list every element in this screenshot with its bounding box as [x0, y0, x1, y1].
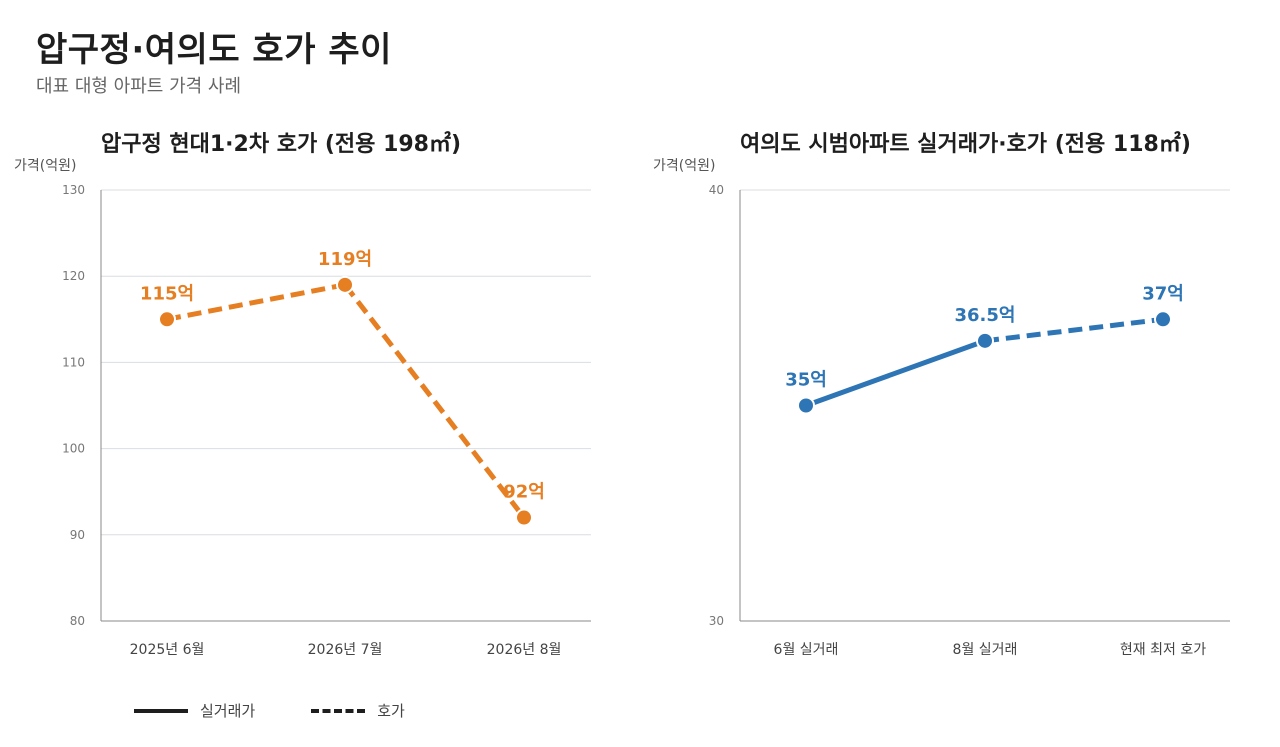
yeouido-y-tick-label: 40 [709, 183, 724, 197]
apgujeong-y-tick-label: 120 [62, 269, 85, 283]
page-subtitle: 대표 대형 아파트 가격 사례 [36, 76, 242, 97]
apgujeong-x-tick-label: 2026년 8월 [487, 642, 562, 658]
yeouido-series-segment [984, 316, 1164, 344]
legend: 실거래가 호가 [134, 700, 461, 721]
legend-item-actual: 실거래가 [134, 700, 255, 721]
page-title: 압구정·여의도 호가 추이 [36, 30, 392, 70]
legend-label-actual: 실거래가 [200, 702, 256, 720]
yeouido-data-point [797, 396, 815, 415]
apgujeong-data-point [336, 275, 354, 294]
legend-item-asking: 호가 [311, 700, 405, 721]
yeouido-data-point [976, 331, 994, 350]
yeouido-x-tick-label: 6월 실거래 [774, 642, 839, 658]
apgujeong-y-tick-label: 130 [62, 183, 85, 197]
apgujeong-data-point [515, 508, 533, 527]
chart-title-yeouido: 여의도 시범아파트 실거래가·호가 (전용 118㎡) [740, 132, 1191, 157]
apgujeong-data-label: 115억 [140, 283, 194, 304]
chart-title-apgujeong: 압구정 현대1·2차 호가 (전용 198㎡) [101, 132, 462, 157]
legend-dashed-line-icon [311, 708, 366, 713]
apgujeong-x-tick-label: 2026년 7월 [308, 642, 383, 658]
yeouido-series-segment [805, 338, 986, 408]
apgujeong-series-segment [343, 283, 526, 520]
apgujeong-x-tick-label: 2025년 6월 [130, 642, 205, 658]
yeouido-y-axis-label: 가격(억원) [653, 158, 715, 174]
apgujeong-data-label: 92억 [503, 482, 545, 503]
yeouido-x-tick-label: 현재 최저 호가 [1120, 642, 1206, 658]
apgujeong-series-segment [166, 282, 346, 322]
apgujeong-y-tick-label: 80 [70, 614, 85, 628]
legend-solid-line-icon [134, 708, 188, 713]
apgujeong-y-tick-label: 100 [62, 442, 85, 456]
yeouido-data-point [1154, 310, 1172, 329]
apgujeong-data-label: 119억 [318, 249, 372, 270]
yeouido-data-label: 35억 [785, 370, 827, 391]
yeouido-data-label: 36.5억 [955, 305, 1016, 326]
yeouido-data-label: 37억 [1142, 283, 1184, 304]
apgujeong-y-axis-label: 가격(억원) [14, 158, 76, 174]
apgujeong-y-tick-label: 90 [70, 528, 85, 542]
legend-label-asking: 호가 [377, 702, 405, 720]
apgujeong-data-point [158, 310, 176, 329]
yeouido-y-tick-label: 30 [709, 614, 724, 628]
apgujeong-y-tick-label: 110 [62, 355, 85, 369]
yeouido-x-tick-label: 8월 실거래 [953, 642, 1018, 658]
